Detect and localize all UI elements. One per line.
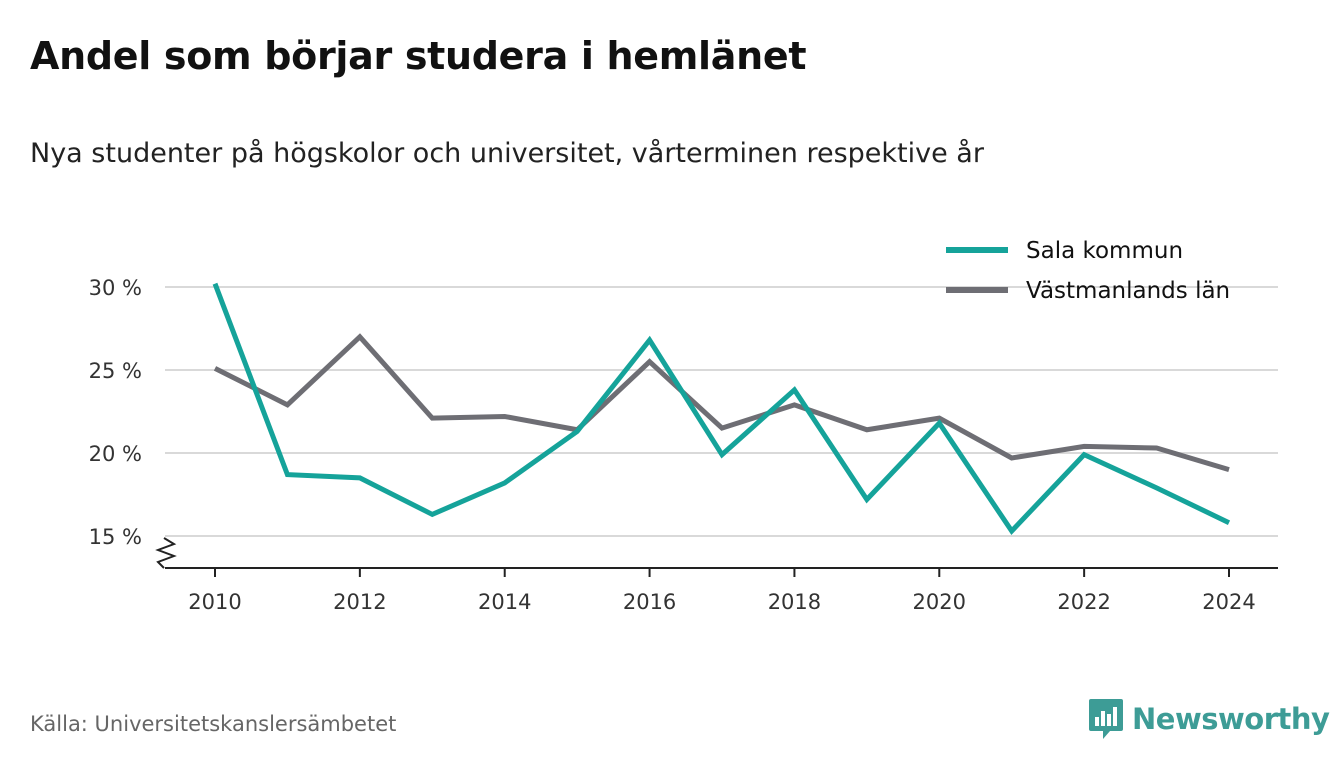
x-tick-label: 2014 bbox=[478, 590, 531, 614]
y-tick-label: 20 % bbox=[89, 442, 142, 466]
y-tick-label: 15 % bbox=[89, 525, 142, 549]
legend-label: Västmanlands län bbox=[1026, 278, 1230, 304]
axis-break-icon bbox=[155, 537, 177, 569]
x-tick-label: 2024 bbox=[1202, 590, 1255, 614]
y-tick-label: 30 % bbox=[89, 276, 142, 300]
series-lines bbox=[212, 282, 1231, 536]
x-tick-label: 2016 bbox=[623, 590, 676, 614]
y-axis-ticks: 15 % 20 % 25 % 30 % bbox=[89, 276, 142, 549]
source-note: Källa: Universitetskanslersämbetet bbox=[30, 712, 397, 736]
legend-label: Sala kommun bbox=[1026, 238, 1183, 264]
brand-name: Newsworthy bbox=[1132, 702, 1330, 736]
x-axis-ticks: 2010 2012 2014 2016 2018 2020 2022 2024 bbox=[188, 568, 1256, 614]
y-tick-label: 25 % bbox=[89, 359, 142, 383]
x-tick-label: 2020 bbox=[913, 590, 966, 614]
x-axis bbox=[155, 537, 1278, 569]
x-tick-label: 2018 bbox=[768, 590, 821, 614]
x-tick-label: 2012 bbox=[333, 590, 386, 614]
chart-title: Andel som börjar studera i hemlänet bbox=[30, 34, 807, 78]
x-tick-label: 2010 bbox=[188, 590, 241, 614]
series-line-vastmanlands-lan bbox=[213, 333, 1230, 472]
bar-chart-badge-icon bbox=[1089, 699, 1123, 739]
chart-subtitle: Nya studenter på högskolor och universit… bbox=[30, 138, 984, 169]
newsworthy-logo[interactable]: Newsworthy bbox=[1088, 697, 1330, 741]
x-tick-label: 2022 bbox=[1057, 590, 1110, 614]
gridlines bbox=[165, 286, 1278, 537]
series-line-sala-kommun bbox=[212, 282, 1231, 536]
legend: Sala kommun Västmanlands län bbox=[946, 238, 1230, 304]
